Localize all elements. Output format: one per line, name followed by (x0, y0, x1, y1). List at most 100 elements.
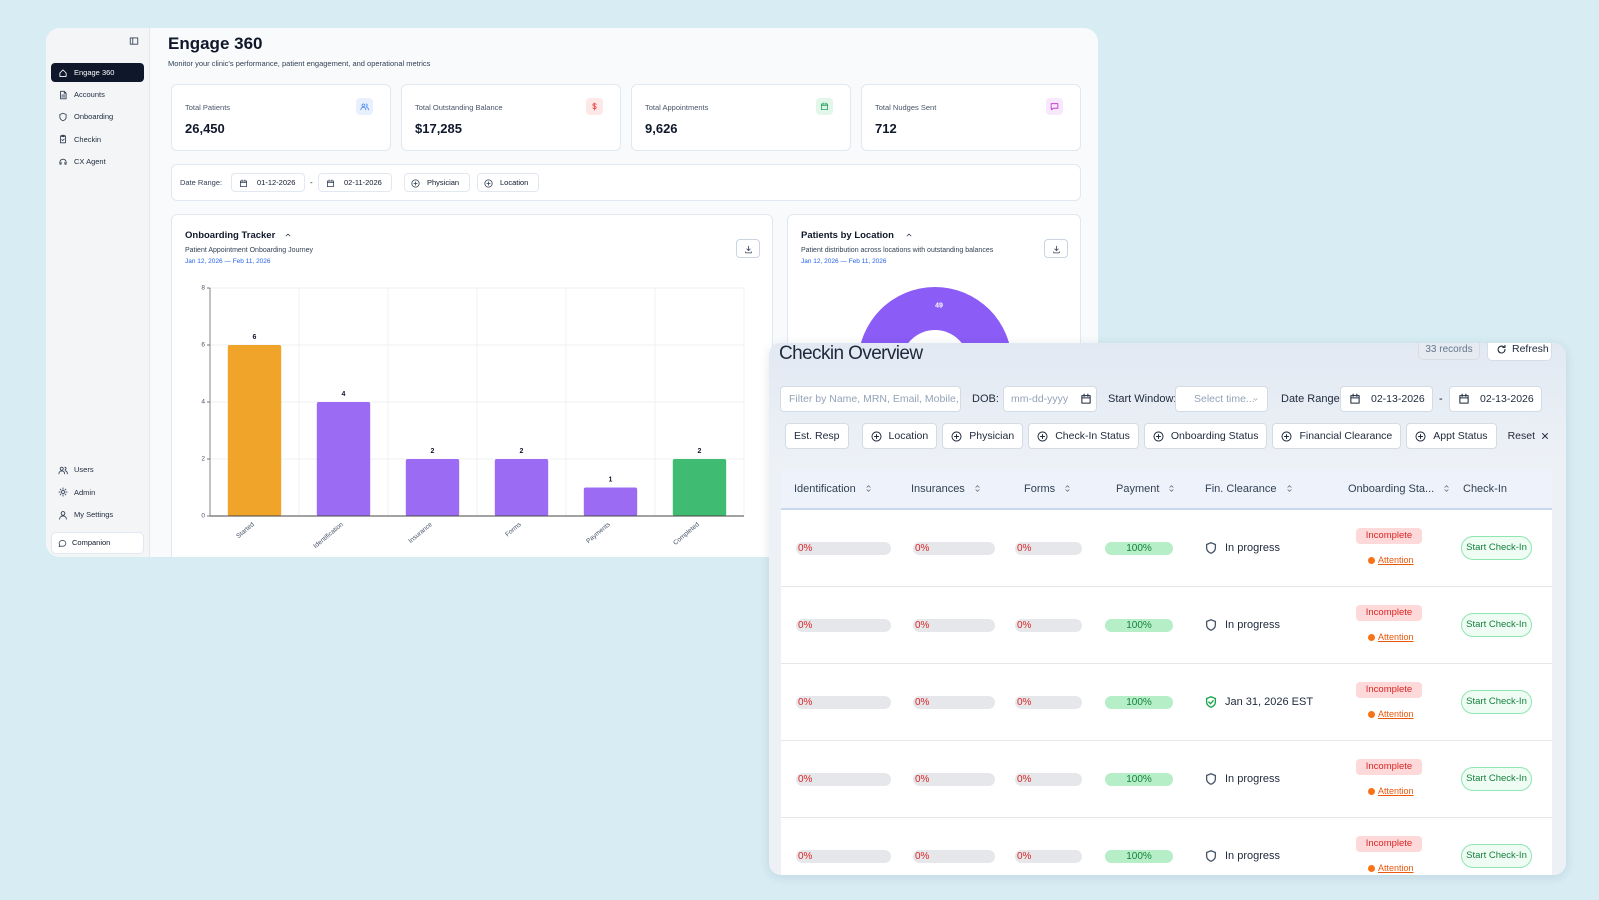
column-header-label: Fin. Clearance (1205, 482, 1277, 495)
start-checkin-button[interactable]: Start Check-In (1461, 536, 1532, 560)
progress-fill (1105, 773, 1173, 786)
nav-item[interactable]: Onboarding (51, 107, 144, 126)
filter-chip[interactable]: Onboarding Status (1143, 423, 1268, 449)
checkin-table: Identification Insurances Forms Payment Fin.… (781, 469, 1552, 875)
nav-item[interactable]: Accounts (51, 85, 144, 104)
refresh-button[interactable]: Refresh (1487, 343, 1552, 361)
attention-link[interactable]: Attention (1378, 786, 1414, 796)
nav-item[interactable]: CX Agent (51, 152, 144, 171)
stat-label: Total Outstanding Balance (415, 103, 503, 112)
filter-button[interactable]: Location (477, 173, 539, 192)
icon-path (1205, 542, 1217, 554)
shield-icon (1205, 850, 1217, 862)
bar (405, 459, 460, 516)
progress-label: 100% (1126, 851, 1152, 862)
icon-path (951, 431, 962, 441)
filter-chip[interactable]: Financial Clearance (1272, 423, 1402, 449)
start-checkin-button[interactable]: Start Check-In (1461, 844, 1532, 868)
search-input[interactable]: Filter by Name, MRN, Email, Mobile, or A (780, 386, 961, 412)
fin-clearance-status: In progress (1225, 619, 1281, 631)
stat-icon-box (356, 98, 373, 115)
plus-icon (1282, 431, 1292, 441)
home-icon (59, 68, 67, 77)
start-checkin-button[interactable]: Start Check-In (1461, 613, 1532, 637)
date-input[interactable]: 02-13-2026 (1340, 386, 1433, 412)
progress-label: 0% (915, 620, 930, 631)
date-input[interactable]: 01-12-2026 (231, 173, 305, 192)
filter-bar: Date Range: 01-12-2026 - 02-11-2026 Physicia… (171, 164, 1081, 201)
users-icon (360, 103, 369, 111)
nav-item[interactable]: Engage 360 (51, 63, 144, 82)
sort-icon (866, 485, 871, 492)
bubble-icon (58, 540, 67, 547)
dob-input[interactable]: mm-dd-yyyy (1003, 386, 1097, 412)
nav-item[interactable]: My Settings (51, 505, 144, 524)
nav-label: Accounts (74, 90, 105, 100)
column-header[interactable]: Identification (794, 469, 873, 508)
stat-value: 712 (875, 121, 897, 136)
fin-clearance-status: Jan 31, 2026 EST (1225, 696, 1314, 708)
filter-button[interactable]: Physician (404, 173, 470, 192)
filter-chip[interactable]: Physician (942, 423, 1024, 449)
stat-icon-box (816, 98, 833, 115)
date-input[interactable]: 02-13-2026 (1449, 386, 1542, 412)
head-icon (59, 159, 67, 165)
icon-path (58, 540, 67, 547)
start-checkin-button[interactable]: Start Check-In (1461, 690, 1532, 714)
start-checkin-button[interactable]: Start Check-In (1461, 767, 1532, 791)
dob-placeholder: mm-dd-yyyy (1011, 393, 1069, 405)
icon-path (975, 485, 980, 492)
time-select[interactable]: Select time... (1175, 386, 1268, 412)
download-button[interactable] (736, 239, 760, 258)
date-text: 02-11-2026 (344, 178, 382, 187)
user-icon (59, 510, 67, 519)
filter-chip-label: Physician (969, 430, 1015, 442)
companion-button[interactable]: Companion (51, 532, 144, 554)
icon-path (1153, 431, 1164, 441)
page-subtitle: Monitor your clinic's performance, patie… (168, 59, 431, 68)
sort-icon (975, 485, 980, 492)
attention-link[interactable]: Attention (1378, 863, 1414, 873)
column-header[interactable]: Fin. Clearance (1205, 469, 1294, 508)
sort-icon (1444, 485, 1449, 492)
progress-label: 0% (915, 851, 930, 862)
progress-track (1015, 773, 1082, 786)
filter-chip[interactable]: Est. Resp (785, 423, 849, 449)
icon-path (240, 178, 247, 187)
clip-icon (60, 134, 66, 144)
column-header[interactable]: Payment (1116, 469, 1176, 508)
column-header[interactable]: Onboarding Sta... (1348, 469, 1451, 508)
filter-chip[interactable]: Check-In Status (1028, 423, 1139, 449)
chart-subtitle: Patient distribution across locations wi… (801, 247, 994, 254)
filter-chip[interactable]: Appt Status (1406, 423, 1497, 449)
progress-track (1015, 696, 1082, 709)
chart-title: Onboarding Tracker (185, 230, 276, 241)
progress-track (796, 773, 891, 786)
column-header[interactable]: Forms (1024, 469, 1072, 508)
reset-button[interactable]: Reset (1502, 423, 1555, 449)
date-input[interactable]: 02-11-2026 (318, 173, 392, 192)
sort-icon (1065, 485, 1070, 492)
filter-chip[interactable]: Location (861, 423, 938, 449)
nav-item[interactable]: Checkin (51, 130, 144, 149)
progress-label: 0% (798, 851, 813, 862)
fin-clearance-status: In progress (1225, 850, 1281, 862)
field-label: Start Window: (1108, 393, 1177, 405)
nav-item[interactable]: Users (51, 460, 144, 479)
attention-link[interactable]: Attention (1378, 709, 1414, 719)
column-header[interactable]: Insurances (911, 469, 982, 508)
y-tick-label: 6 (201, 342, 205, 349)
x-tick-label: Completed (672, 521, 701, 547)
bar (583, 487, 638, 516)
nav-item[interactable]: Admin (51, 483, 144, 502)
date-text: 01-12-2026 (257, 178, 296, 187)
download-button[interactable] (1044, 239, 1068, 258)
icon-path (60, 134, 66, 144)
icon-path (59, 159, 67, 165)
attention-link[interactable]: Attention (1378, 632, 1414, 642)
gear-icon (58, 487, 68, 497)
bar-value-label: 4 (342, 391, 346, 398)
progress-label: 0% (1017, 620, 1032, 631)
progress-track (913, 773, 995, 786)
attention-link[interactable]: Attention (1378, 555, 1414, 565)
